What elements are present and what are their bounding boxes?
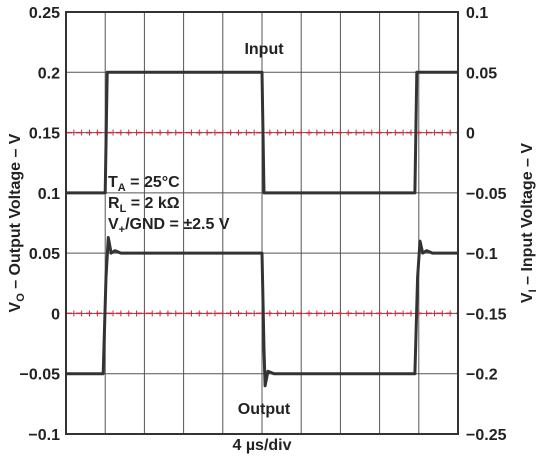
temperature-annotation: TA = 25°C bbox=[108, 174, 180, 194]
right-tick-label: 0.05 bbox=[466, 65, 497, 82]
series bbox=[66, 70, 458, 388]
left-tick-label: −0.1 bbox=[28, 427, 60, 444]
y-right-subscript: I bbox=[527, 289, 539, 292]
plot-frame bbox=[65, 11, 459, 435]
left-tick-label: 0.1 bbox=[38, 186, 60, 203]
right-tick-label: −0.15 bbox=[466, 306, 507, 323]
y-right-symbol: V bbox=[519, 292, 536, 303]
left-tick-label: 0 bbox=[51, 306, 60, 323]
vsupply-value: /GND = ±2.5 V bbox=[125, 216, 230, 233]
right-tick-label: 0 bbox=[466, 126, 475, 143]
rl-value: = 2 kΩ bbox=[126, 195, 179, 212]
ta-symbol: T bbox=[108, 174, 118, 191]
y-right-rest: – Input Voltage – V bbox=[519, 143, 536, 290]
left-tick-label: 0.05 bbox=[29, 246, 60, 263]
right-tick-label: −0.2 bbox=[466, 367, 498, 384]
y-left-subscript: O bbox=[15, 293, 27, 302]
y-axis-label-right: VI – Input Voltage – V bbox=[519, 143, 539, 303]
rl-subscript: L bbox=[120, 203, 127, 215]
y-axis-label-left: VO – Output Voltage – V bbox=[7, 133, 27, 312]
left-axis-ticks: 0.25 0.2 0.15 0.1 0.05 0 −0.05 −0.1 bbox=[20, 5, 61, 444]
left-tick-label: −0.05 bbox=[20, 367, 61, 384]
load-annotation: RL = 2 kΩ bbox=[108, 195, 180, 215]
ta-value: = 25°C bbox=[126, 174, 180, 191]
right-tick-label: −0.25 bbox=[466, 427, 507, 444]
ta-subscript: A bbox=[118, 182, 126, 194]
input-series-label: Input bbox=[244, 41, 284, 58]
rl-symbol: R bbox=[108, 195, 120, 212]
right-tick-label: −0.05 bbox=[466, 186, 507, 203]
left-tick-label: 0.25 bbox=[29, 5, 60, 22]
series-line-output bbox=[66, 236, 458, 388]
right-axis-ticks: 0.1 0.05 0 −0.05 −0.1 −0.15 −0.2 −0.25 bbox=[466, 5, 507, 444]
left-tick-label: 0.15 bbox=[29, 126, 60, 143]
output-series-label: Output bbox=[238, 401, 291, 418]
y-left-rest: – Output Voltage – V bbox=[7, 133, 24, 293]
supply-annotation: V+/GND = ±2.5 V bbox=[108, 216, 230, 236]
vsupply-symbol: V bbox=[108, 216, 119, 233]
x-axis-label: 4 µs/div bbox=[232, 437, 291, 454]
right-tick-label: −0.1 bbox=[466, 246, 498, 263]
y-left-symbol: V bbox=[7, 301, 24, 312]
right-tick-label: 0.1 bbox=[466, 5, 488, 22]
left-tick-label: 0.2 bbox=[38, 65, 60, 82]
series-line-input bbox=[66, 70, 458, 195]
vsupply-subscript: + bbox=[119, 224, 125, 236]
